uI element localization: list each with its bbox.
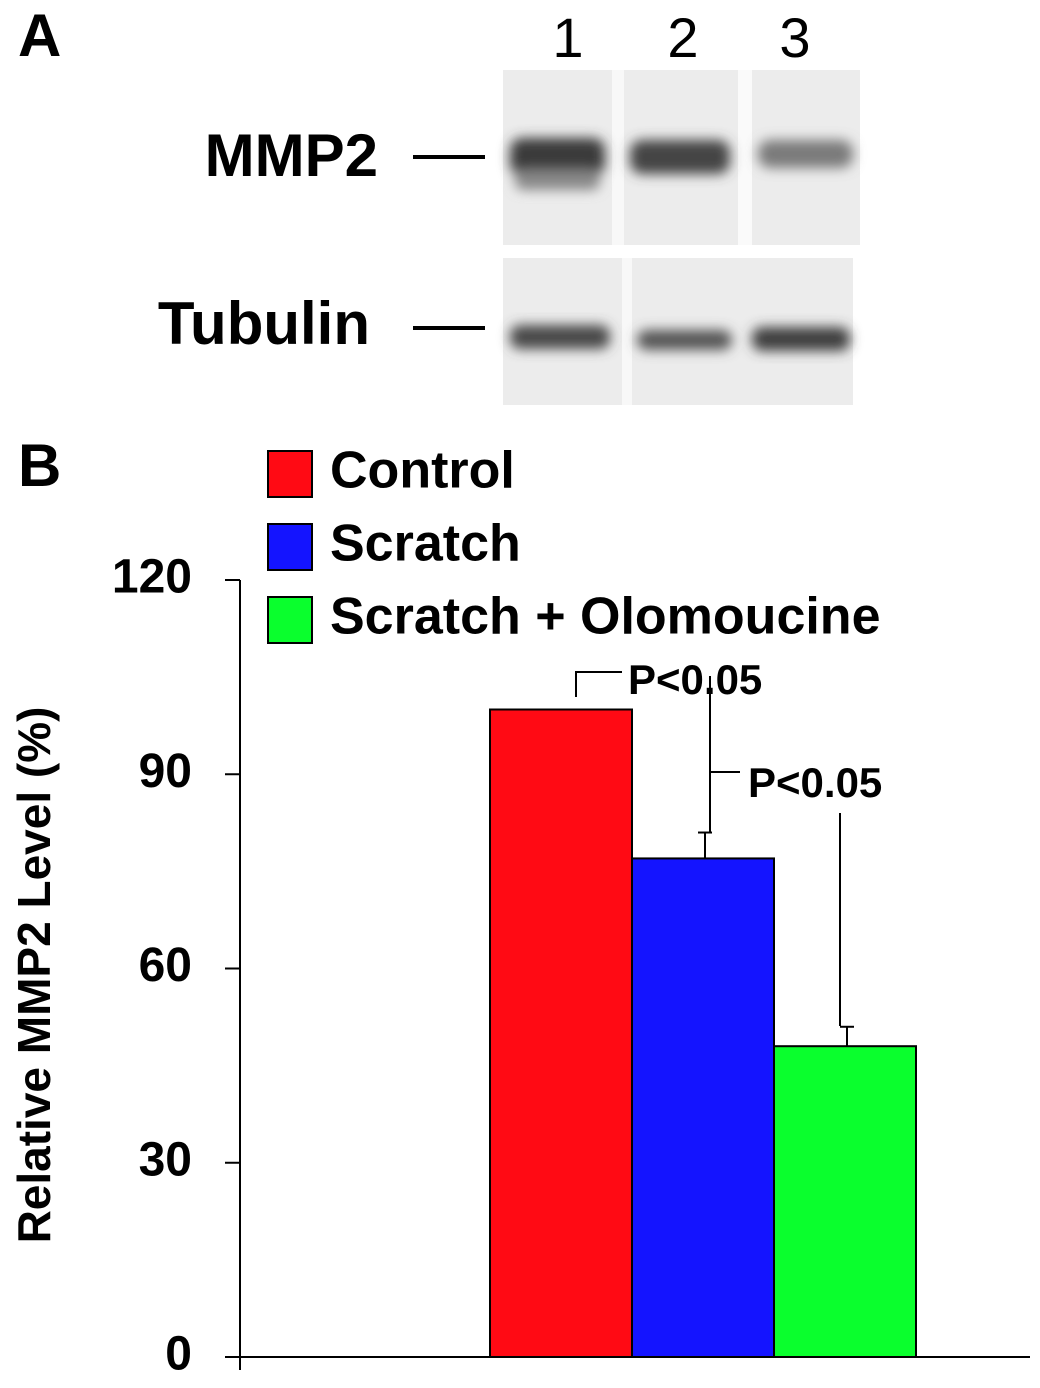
lane-label: 2 (667, 6, 698, 69)
legend-swatch (267, 596, 313, 644)
blot-row-label: Tubulin (158, 290, 370, 357)
blot-row-label: MMP2 (205, 122, 378, 189)
y-tick-label: 120 (112, 551, 192, 604)
bar (489, 708, 633, 1358)
y-axis-label: Relative MMP2 Level (%) (8, 707, 60, 1244)
legend-swatch (267, 523, 313, 571)
error-bar (840, 1025, 854, 1047)
lane-label: 1 (552, 6, 583, 69)
y-tick-label: 90 (139, 745, 192, 798)
y-tick-label: 60 (139, 939, 192, 992)
annotation: P<0.05 (628, 656, 762, 703)
blot-image (503, 70, 860, 405)
bar (631, 857, 775, 1358)
chart: P<0.05 P<0.05 Relative MMP2 Level (%) 0 3… (8, 442, 1030, 1381)
legend-label: Scratch (330, 515, 521, 573)
lane-label: 3 (779, 6, 810, 69)
panel-label: A (18, 2, 61, 69)
legend-swatch (267, 450, 313, 498)
significance-bracket (575, 671, 622, 697)
y-tick-label: 0 (165, 1328, 192, 1381)
y-tick-label: 30 (139, 1133, 192, 1186)
legend-label: Scratch + Olomoucine (330, 588, 881, 646)
panel-label: B (18, 432, 61, 499)
error-bar (698, 831, 712, 859)
bar (773, 1045, 917, 1358)
annotation: P<0.05 (748, 759, 882, 806)
legend-label: Control (330, 442, 515, 500)
